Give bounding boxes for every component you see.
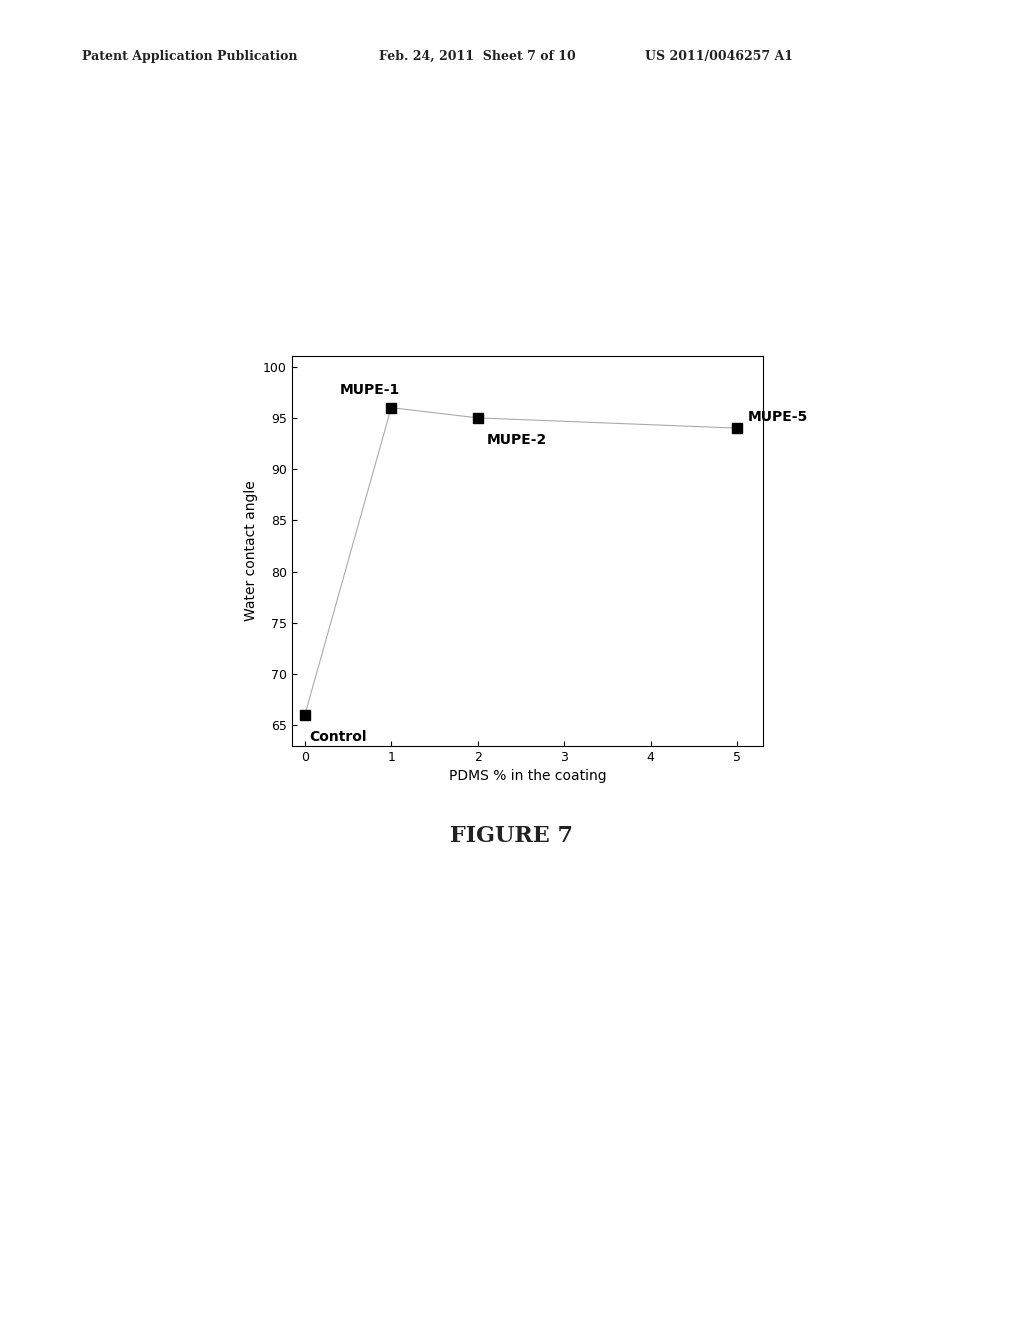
Point xyxy=(469,408,485,429)
Text: MUPE-1: MUPE-1 xyxy=(339,383,399,397)
Text: Control: Control xyxy=(309,730,367,744)
X-axis label: PDMS % in the coating: PDMS % in the coating xyxy=(449,770,606,783)
Point xyxy=(297,705,313,726)
Text: Feb. 24, 2011  Sheet 7 of 10: Feb. 24, 2011 Sheet 7 of 10 xyxy=(379,50,575,63)
Text: US 2011/0046257 A1: US 2011/0046257 A1 xyxy=(645,50,794,63)
Y-axis label: Water contact angle: Water contact angle xyxy=(244,480,258,622)
Text: Patent Application Publication: Patent Application Publication xyxy=(82,50,297,63)
Text: MUPE-5: MUPE-5 xyxy=(748,411,808,424)
Point xyxy=(729,417,745,438)
Text: FIGURE 7: FIGURE 7 xyxy=(451,825,573,847)
Point xyxy=(383,397,399,418)
Text: MUPE-2: MUPE-2 xyxy=(486,433,547,447)
